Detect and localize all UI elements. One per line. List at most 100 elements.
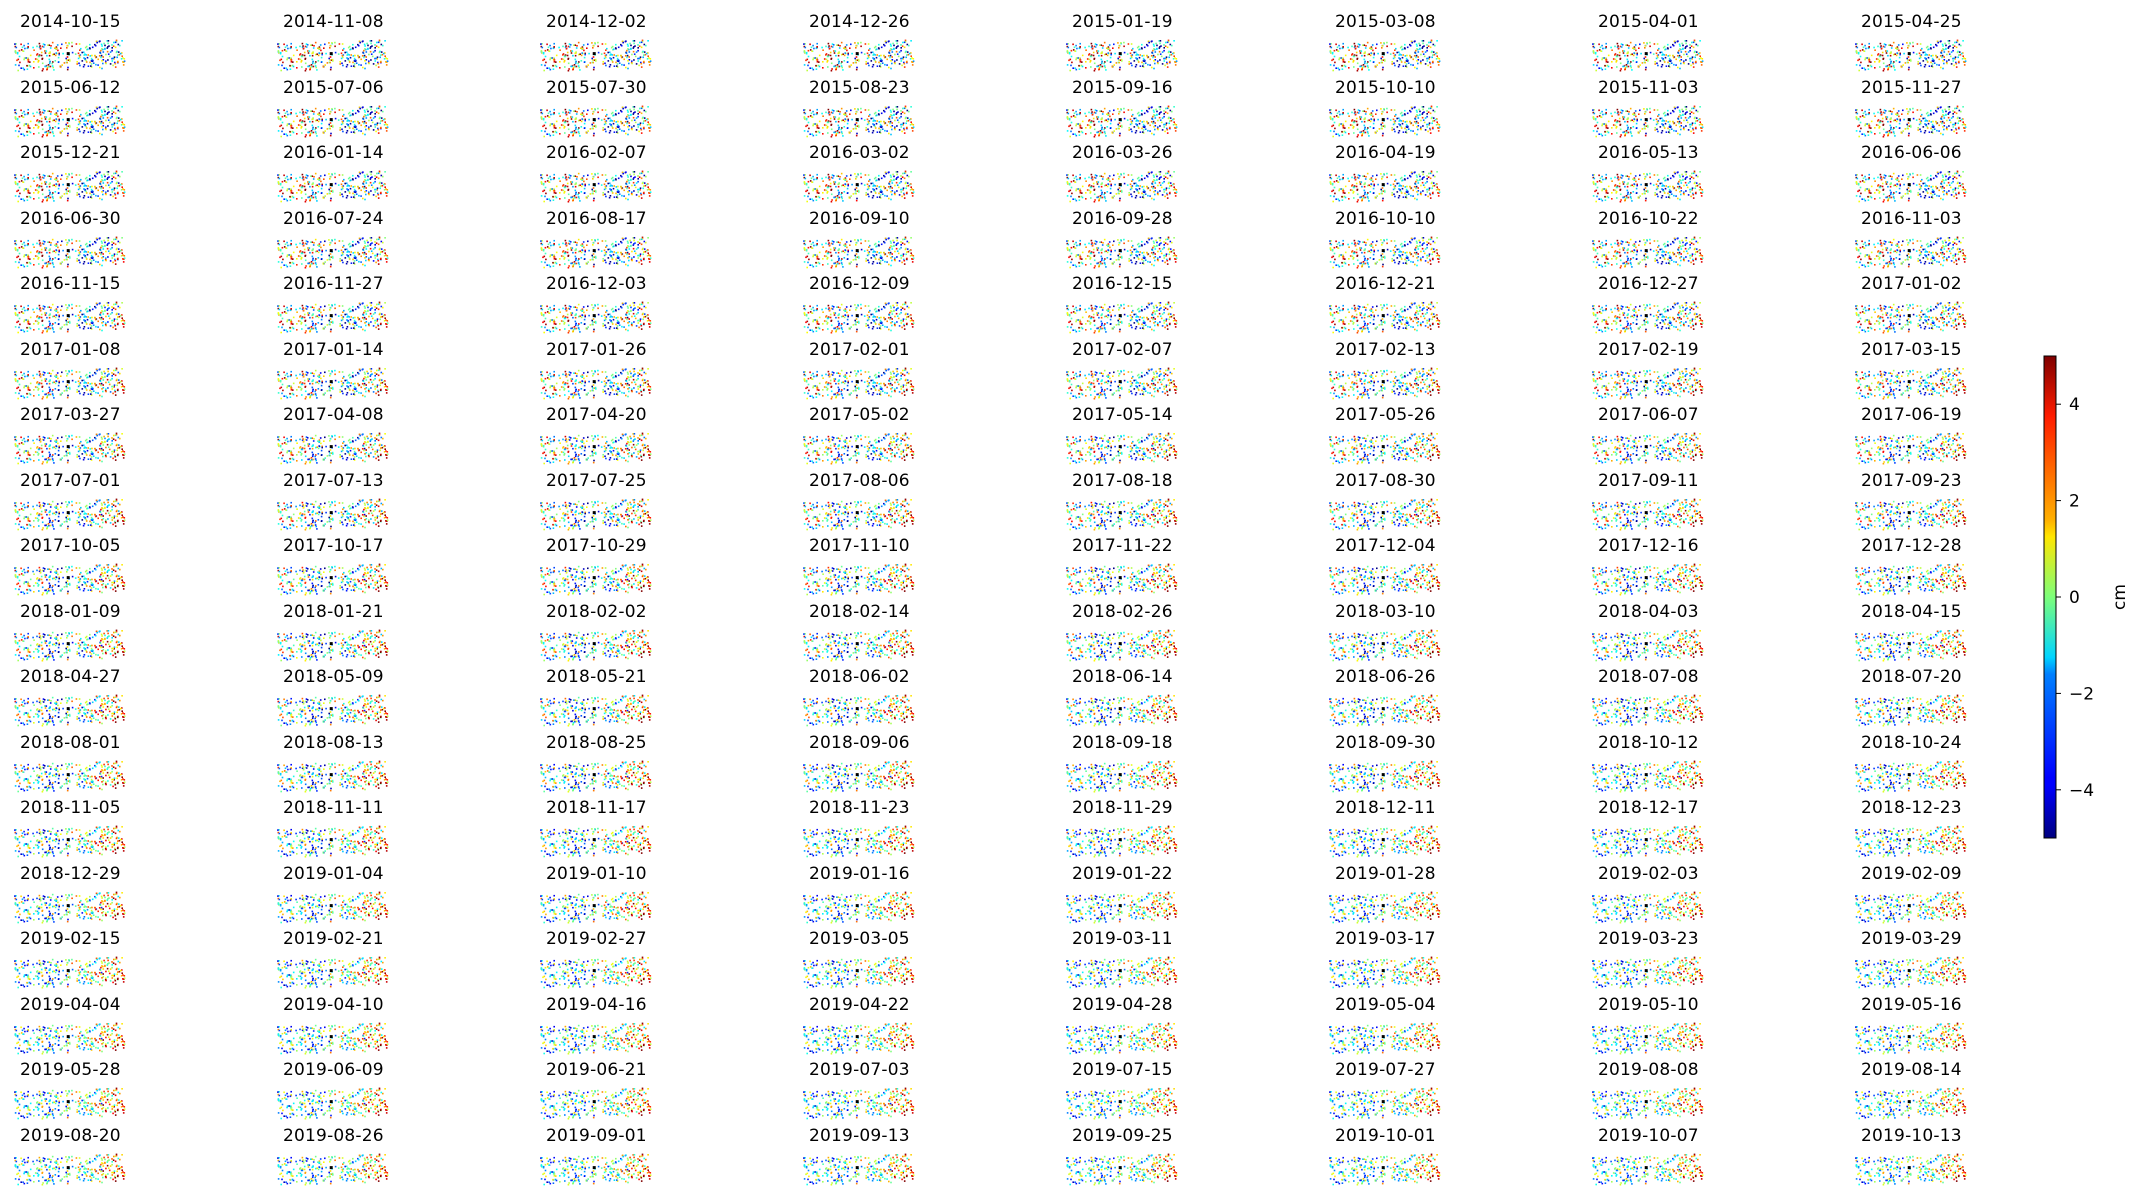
data-point: [891, 114, 893, 116]
data-point: [1855, 64, 1858, 66]
data-point: [1669, 59, 1672, 61]
data-point: [1902, 109, 1904, 111]
data-point: [346, 129, 349, 132]
data-point: [827, 46, 830, 48]
data-point: [890, 113, 892, 116]
data-point: [559, 126, 561, 129]
data-point: [1428, 58, 1430, 60]
data-point: [1399, 46, 1402, 49]
data-point: [102, 56, 104, 58]
data-point: [1409, 120, 1411, 122]
data-point: [1890, 126, 1892, 128]
data-point: [1421, 105, 1423, 108]
data-point: [1690, 45, 1693, 47]
data-point: [1171, 44, 1173, 47]
data-point: [633, 124, 635, 127]
data-point: [1692, 62, 1695, 65]
data-point: [365, 124, 368, 127]
data-point: [903, 62, 906, 65]
data-point: [609, 122, 611, 125]
data-point: [1172, 58, 1175, 60]
data-point: [1920, 54, 1923, 56]
data-point: [1623, 50, 1626, 52]
data-point: [49, 60, 51, 63]
data-point: [1421, 40, 1423, 42]
data-point: [46, 66, 49, 69]
data-point: [1341, 68, 1344, 70]
data-point: [625, 40, 627, 42]
data-point: [281, 130, 283, 132]
data-point: [1438, 60, 1441, 62]
data-point: [287, 113, 289, 115]
data-point: [29, 126, 31, 129]
data-point: [846, 126, 849, 129]
data-point: [75, 174, 78, 176]
data-point: [609, 64, 612, 66]
data-point: [803, 129, 806, 132]
data-point: [121, 52, 123, 54]
data-point: [323, 112, 325, 115]
data-point: [906, 43, 909, 46]
data-point: [1898, 122, 1901, 124]
data-point: [898, 63, 901, 65]
data-point: [1597, 127, 1599, 129]
data-point: [114, 128, 117, 130]
data-point: [79, 130, 81, 132]
data-point: [1430, 40, 1433, 43]
data-point: [301, 55, 304, 58]
data-point: [1149, 129, 1151, 132]
data-point: [892, 42, 894, 45]
data-point: [1414, 40, 1416, 42]
data-point: [116, 126, 119, 129]
data-point: [889, 115, 891, 117]
data-point: [352, 55, 355, 57]
data-point: [1159, 42, 1161, 45]
data-point: [1678, 54, 1681, 57]
data-point: [1166, 112, 1169, 114]
data-point: [583, 115, 585, 117]
data-point: [1958, 119, 1960, 122]
data-point: [99, 52, 102, 54]
data-point: [1920, 114, 1922, 117]
data-point: [1427, 45, 1430, 47]
data-point: [881, 127, 884, 130]
data-point: [84, 57, 86, 60]
data-point: [804, 112, 807, 114]
data-point: [605, 49, 607, 51]
data-point: [1086, 123, 1089, 126]
data-point: [613, 48, 615, 51]
data-point: [66, 59, 68, 61]
data-point: [36, 111, 38, 113]
data-point: [902, 58, 904, 60]
subplot-panel: 2015-09-16: [1064, 78, 1294, 142]
data-point: [1429, 107, 1432, 109]
data-point: [542, 125, 544, 127]
data-point: [549, 57, 552, 59]
data-point: [34, 123, 37, 126]
data-point: [1342, 46, 1344, 48]
subplot-map: [540, 39, 652, 72]
data-point: [549, 124, 551, 126]
data-point: [1119, 132, 1121, 134]
data-point: [368, 60, 370, 62]
data-point: [1428, 107, 1430, 109]
data-point: [41, 123, 44, 125]
data-point: [1173, 52, 1175, 54]
data-point: [1890, 112, 1893, 115]
data-point: [1148, 41, 1150, 44]
data-point: [1941, 122, 1943, 124]
data-point: [1614, 53, 1617, 55]
data-point: [1421, 116, 1424, 118]
data-point: [1427, 64, 1429, 67]
data-point: [1631, 53, 1633, 55]
data-point: [622, 107, 624, 109]
data-point: [1398, 57, 1400, 59]
data-point: [299, 54, 301, 56]
data-point: [26, 68, 29, 70]
data-point: [111, 60, 114, 62]
data-point: [1135, 122, 1137, 125]
data-point: [1364, 131, 1367, 133]
data-point: [82, 117, 85, 119]
data-point: [1414, 105, 1416, 108]
data-point: [122, 64, 125, 66]
